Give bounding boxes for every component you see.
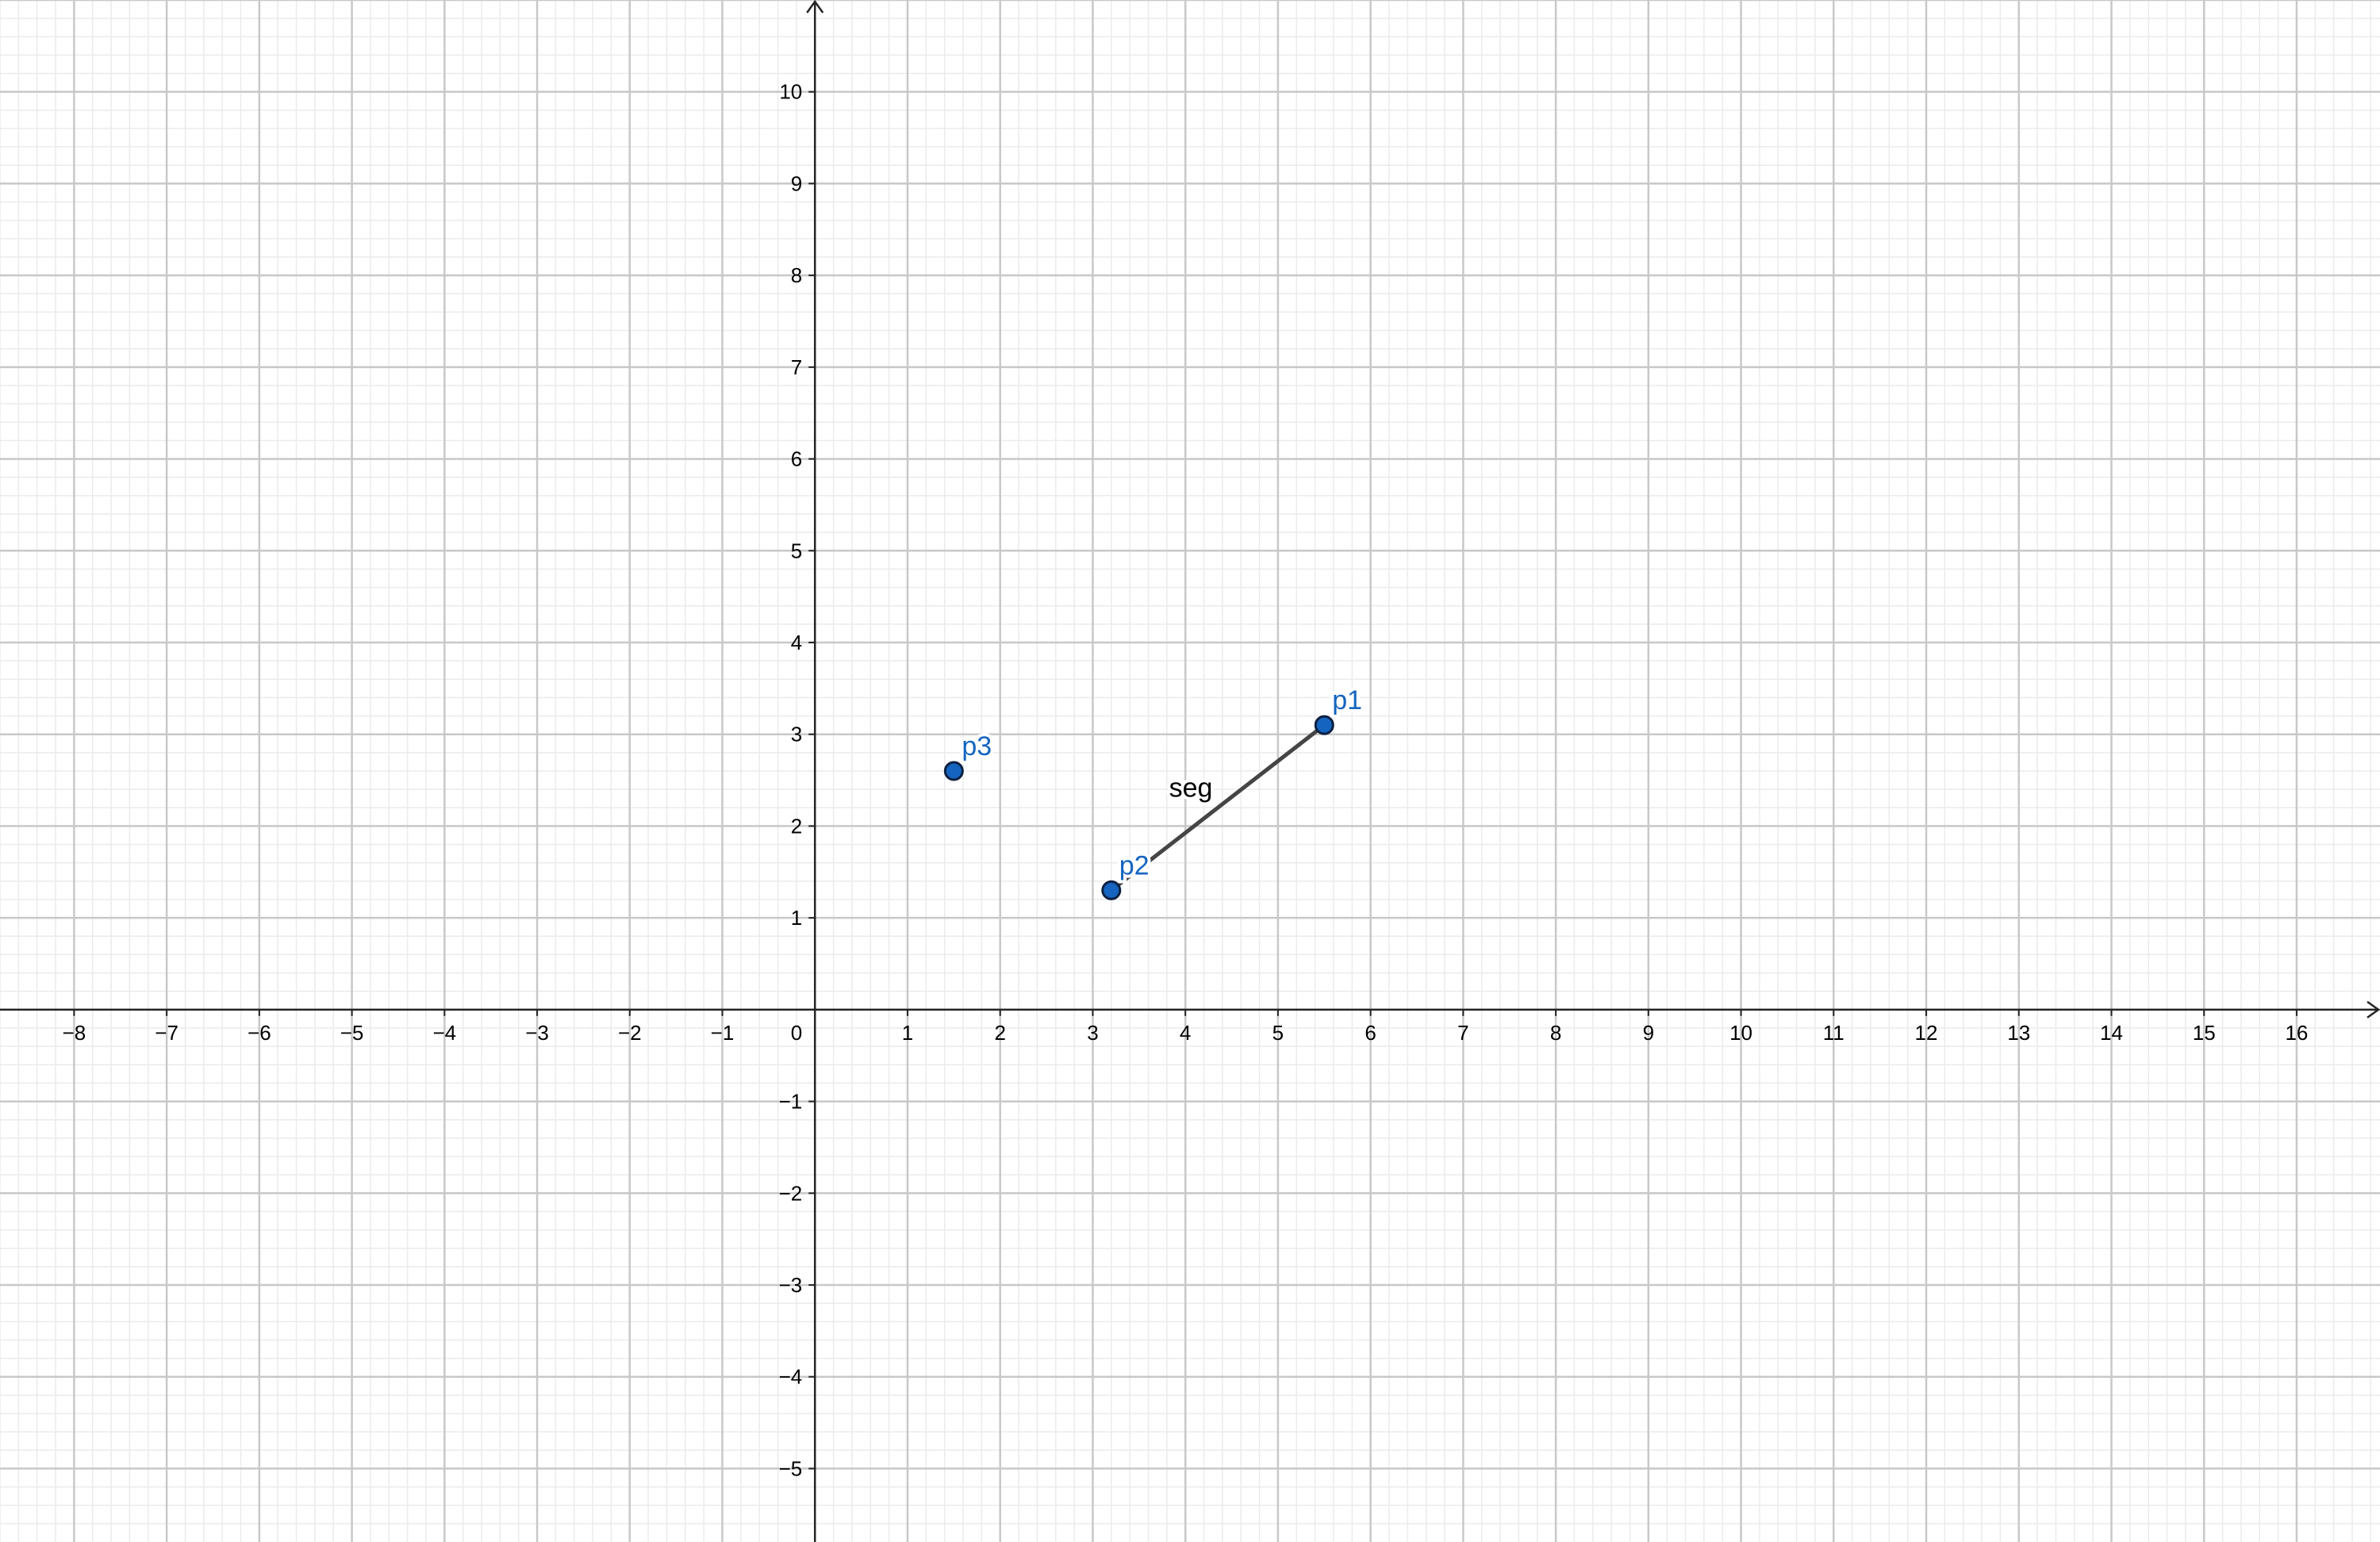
x-tick-label: −2 [618,1021,642,1045]
point-p2[interactable] [1101,880,1122,900]
tick-labels: −8 −7 −6 −5 −4 −3 −2 −1 1 2 3 4 5 6 7 8 9 10 11 12 13 14 15 16−… [63,80,2309,1481]
x-tick-label: −8 [63,1021,86,1045]
x-tick-label: 15 [2193,1021,2216,1045]
x-tick-label: 13 [2007,1021,2030,1045]
y-tick-label: 5 [791,539,802,562]
x-tick-label: 2 [994,1021,1005,1045]
segment-seg[interactable] [1109,723,1326,892]
y-tick-label: 7 [791,355,802,379]
x-tick-label: −3 [525,1021,549,1045]
point-label: p1 [1332,685,1362,715]
origin-label: 0 [791,1021,802,1045]
y-tick-label: 9 [791,171,802,195]
x-tick-label: −4 [432,1021,456,1045]
x-tick-label: 3 [1087,1021,1098,1045]
y-tick-label: 10 [779,80,802,104]
y-tick-label: 3 [791,723,802,746]
y-tick-label: 6 [791,447,802,471]
segment-label: seg [1169,773,1213,803]
y-tick-label: 2 [791,814,802,838]
x-tick-label: 11 [1823,1021,1844,1045]
point-p1[interactable] [1314,715,1334,735]
x-tick-label: 9 [1643,1021,1654,1045]
y-tick-label: −4 [779,1365,803,1389]
x-tick-label: 5 [1273,1021,1284,1045]
y-axis-arrow-icon [806,0,824,13]
x-tick-label: 8 [1550,1021,1561,1045]
points[interactable]: p1 p2 p3 [943,682,1365,900]
x-tick-label: 12 [1915,1021,1938,1045]
x-tick-label: −6 [248,1021,271,1045]
segments[interactable]: seg [1109,723,1326,892]
x-tick-label: 1 [902,1021,913,1045]
x-tick-label: −1 [711,1021,735,1045]
x-tick-label: 14 [2100,1021,2123,1045]
y-tick-label: −3 [779,1273,803,1297]
x-tick-label: −5 [340,1021,364,1045]
point-label: p3 [962,731,992,761]
x-tick-label: 7 [1457,1021,1468,1045]
y-tick-label: −2 [779,1181,803,1205]
x-tick-label: 16 [2285,1021,2308,1045]
y-tick-label: 4 [791,631,802,654]
y-tick-label: 1 [791,906,802,930]
y-tick-label: −5 [779,1456,803,1480]
x-tick-label: 6 [1365,1021,1376,1045]
x-tick-label: −7 [155,1021,178,1045]
x-tick-label: 4 [1180,1021,1191,1045]
y-tick-label: 8 [791,263,802,287]
y-tick-label: −1 [779,1090,803,1114]
x-axis-arrow-icon [2367,1000,2380,1018]
x-tick-label: 10 [1729,1021,1752,1045]
point-label: p2 [1119,850,1150,880]
point-p3[interactable] [943,761,964,781]
